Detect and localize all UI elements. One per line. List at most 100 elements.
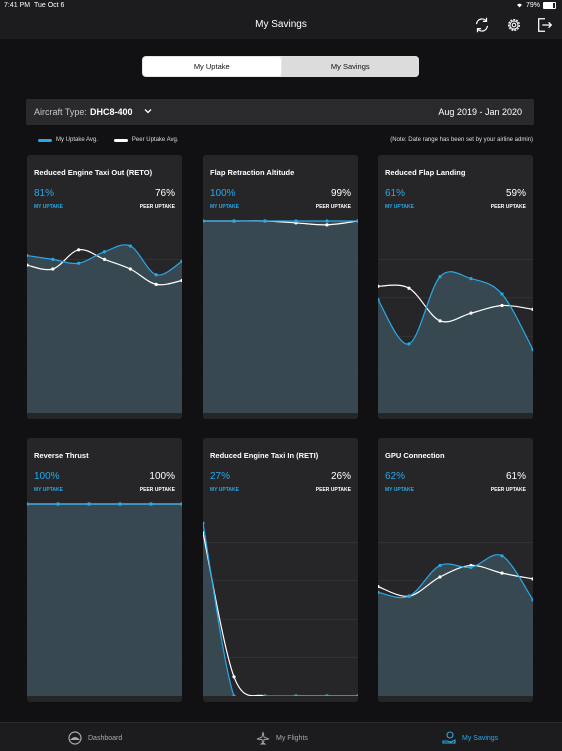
segmented-control: My Uptake My Savings (142, 56, 419, 77)
peer-uptake-value: 26% (330, 471, 351, 482)
uptake-line-chart (27, 244, 182, 413)
my-point (27, 253, 29, 258)
tab-bar: Dashboard My Flights My Savings (0, 722, 562, 751)
my-uptake-label: MY UPTAKE (210, 204, 239, 210)
page-title: My Savings (255, 19, 307, 30)
my-point (356, 694, 358, 696)
peer-uptake-value: 100% (149, 471, 175, 482)
my-uptake-label: MY UPTAKE (385, 204, 414, 210)
card-title: Reduced Engine Taxi Out (RETO) (34, 168, 153, 177)
my-point (51, 257, 55, 261)
card-title: Reduced Engine Taxi In (RETI) (210, 451, 319, 460)
tab-dashboard[interactable]: Dashboard (68, 729, 122, 747)
my-uptake-label: MY UPTAKE (385, 487, 414, 493)
tab-my-flights[interactable]: My Flights (256, 729, 308, 747)
segment-my-savings[interactable]: My Savings (281, 56, 419, 77)
peer-point (77, 248, 81, 252)
battery-icon (543, 2, 556, 9)
my-point (469, 565, 473, 569)
date-range-note: (Note: Date range has been set by your a… (390, 137, 533, 143)
peer-point (531, 307, 533, 311)
my-point (180, 502, 182, 506)
my-uptake-area (27, 504, 182, 696)
card-title: Reverse Thrust (34, 451, 89, 460)
my-point (500, 292, 504, 296)
tab-my-savings[interactable]: My Savings (442, 729, 498, 747)
peer-point (469, 311, 473, 315)
peer-uptake-value: 76% (154, 188, 175, 199)
peer-point (407, 286, 411, 290)
my-point (118, 502, 122, 506)
uptake-card[interactable]: Flap Retraction Altitude 100% 99% MY UPTAKE… (203, 155, 358, 419)
peer-point (27, 263, 29, 267)
peer-point (378, 584, 380, 589)
my-uptake-area (203, 523, 358, 696)
battery-percent: 79% (525, 2, 540, 9)
card-title: GPU Connection (385, 451, 445, 460)
date-range: Aug 2019 - Jan 2020 (438, 107, 522, 117)
my-point (325, 219, 329, 223)
peer-uptake-label: PEER UPTAKE (490, 204, 526, 210)
status-right: 79% (516, 2, 556, 9)
my-point (154, 273, 158, 277)
my-uptake-label: MY UPTAKE (34, 487, 63, 493)
card-title: Reduced Flap Landing (385, 168, 466, 177)
peer-uptake-value: 61% (505, 471, 526, 482)
my-point (232, 694, 236, 696)
my-uptake-area (27, 244, 182, 413)
segment-my-uptake[interactable]: My Uptake (143, 57, 281, 76)
my-point (438, 563, 442, 568)
my-uptake-area (203, 221, 358, 413)
logout-icon[interactable] (536, 16, 554, 34)
my-point (325, 694, 329, 696)
peer-point (232, 675, 236, 679)
legend-mine-label: My Uptake Avg. (56, 137, 98, 143)
aircraft-type-value[interactable]: DHC8-400 (90, 107, 133, 117)
uptake-card[interactable]: Reverse Thrust 100% 100% MY UPTAKE PEER UPTA… (27, 438, 182, 702)
peer-point (500, 303, 504, 308)
chevron-down-icon[interactable] (143, 106, 153, 116)
peer-point (51, 267, 55, 271)
my-point (263, 219, 267, 223)
refresh-icon[interactable] (473, 16, 491, 34)
my-uptake-area (378, 271, 533, 413)
airplane-icon (256, 731, 270, 745)
card-title: Flap Retraction Altitude (210, 168, 295, 177)
savings-hand-coin-icon (442, 731, 456, 744)
my-uptake-line (378, 554, 533, 601)
status-time-date: 7:41 PM Tue Oct 6 (4, 2, 65, 9)
my-point (407, 594, 411, 598)
my-uptake-value: 61% (385, 188, 406, 199)
peer-point (438, 575, 442, 579)
my-point (469, 277, 473, 281)
my-point (378, 298, 380, 302)
my-point (149, 502, 153, 506)
peer-point (500, 571, 504, 575)
my-point (27, 502, 29, 506)
my-uptake-value: 100% (210, 188, 236, 199)
uptake-card[interactable]: Reduced Flap Landing 61% 59% MY UPTAKE PEER … (378, 155, 533, 419)
uptake-line-chart (27, 502, 182, 696)
settings-gear-icon[interactable] (505, 16, 523, 34)
aircraft-filter-bar: Aircraft Type: DHC8-400 Aug 2019 - Jan 2… (26, 99, 534, 125)
uptake-card[interactable]: Reduced Engine Taxi Out (RETO) 81% 76% MY U… (27, 155, 182, 419)
my-point (531, 348, 533, 352)
my-point (102, 250, 107, 254)
legend-swatch-peer (113, 138, 128, 142)
peer-uptake-label: PEER UPTAKE (490, 487, 526, 493)
uptake-line-chart (378, 259, 533, 413)
my-uptake-area (378, 554, 533, 696)
uptake-card[interactable]: GPU Connection 62% 61% MY UPTAKE PEER UPTAKE (378, 438, 533, 702)
wifi-icon (516, 3, 522, 8)
my-point (128, 244, 132, 248)
my-point (378, 590, 380, 594)
my-point (531, 598, 533, 602)
aircraft-type-label: Aircraft Type: (34, 107, 87, 117)
peer-point (154, 282, 158, 286)
my-point (500, 554, 504, 558)
peer-uptake-value: 99% (330, 188, 351, 199)
uptake-line-chart (203, 219, 358, 413)
dashboard-icon (68, 731, 82, 745)
uptake-card[interactable]: Reduced Engine Taxi In (RETI) 27% 26% MY UP… (203, 438, 358, 702)
my-uptake-label: MY UPTAKE (210, 487, 239, 493)
